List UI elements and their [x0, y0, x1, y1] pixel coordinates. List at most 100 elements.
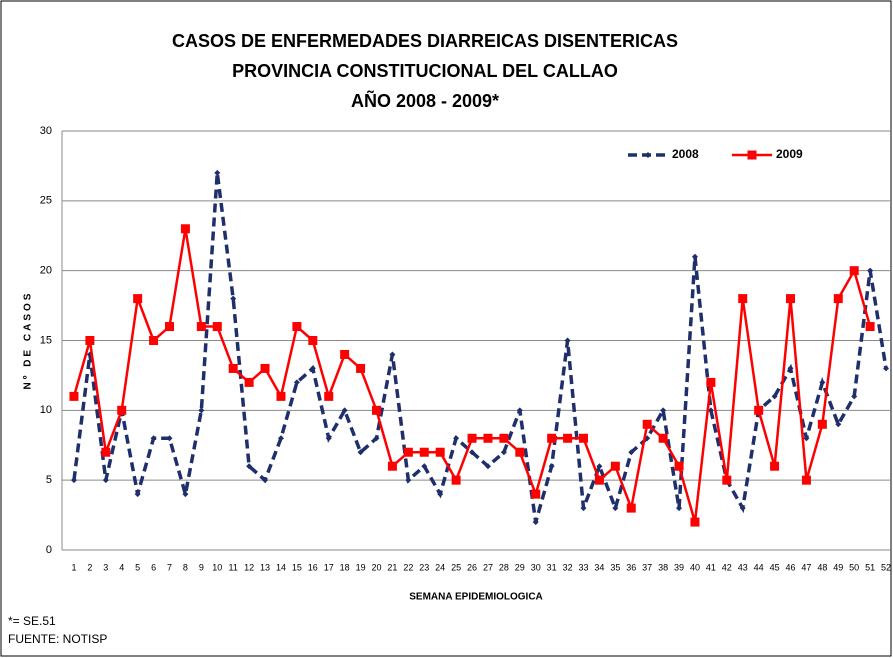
point: [292, 322, 302, 332]
y-tick-label: 10: [40, 404, 52, 416]
point: [690, 517, 700, 527]
point: [101, 447, 111, 457]
point: [134, 491, 141, 498]
x-tick-label: 14: [276, 562, 286, 572]
footnote: *= SE.51: [8, 614, 56, 628]
point: [865, 322, 875, 332]
x-tick-label: 26: [467, 562, 477, 572]
x-tick-label: 45: [770, 562, 780, 572]
point: [658, 433, 668, 443]
point: [230, 295, 237, 302]
x-tick-label: 42: [722, 562, 732, 572]
point: [883, 365, 890, 372]
x-tick-label: 40: [690, 562, 700, 572]
x-tick-label: 12: [244, 562, 254, 572]
point: [833, 294, 843, 304]
point: [819, 379, 826, 386]
y-axis-label: Nº DE CASOS: [23, 291, 34, 390]
x-tick-label: 28: [499, 562, 509, 572]
x-tick-label: 31: [547, 562, 557, 572]
point: [419, 447, 429, 457]
point: [260, 363, 270, 373]
point: [515, 447, 525, 457]
x-tick-label: 38: [658, 562, 668, 572]
x-tick-label: 9: [199, 562, 204, 572]
x-tick-label: 16: [308, 562, 318, 572]
x-tick-label: 39: [674, 562, 684, 572]
point: [421, 463, 428, 470]
chart-title: CASOS DE ENFERMEDADES DIARREICAS DISENTE…: [172, 31, 678, 51]
point: [612, 505, 619, 512]
x-tick-label: 24: [435, 562, 445, 572]
x-tick-label: 10: [212, 562, 222, 572]
point: [325, 435, 332, 442]
point: [579, 433, 588, 443]
x-tick-label: 15: [292, 562, 302, 572]
x-tick-label: 1: [71, 562, 76, 572]
legend-marker: [645, 152, 651, 158]
point: [453, 435, 460, 442]
point: [435, 447, 445, 457]
point: [706, 377, 716, 387]
point: [102, 477, 109, 484]
point: [467, 433, 477, 443]
y-tick-label: 5: [46, 474, 52, 486]
point: [356, 363, 366, 373]
point: [341, 407, 348, 414]
x-tick-label: 52: [881, 562, 891, 572]
x-tick-label: 27: [483, 562, 493, 572]
y-tick-label: 30: [40, 125, 52, 137]
point: [754, 405, 764, 415]
point: [389, 351, 396, 358]
point: [483, 433, 493, 443]
chart-title: AÑO 2008 - 2009*: [351, 90, 499, 111]
point: [214, 169, 221, 176]
point: [548, 463, 555, 470]
x-tick-label: 25: [451, 562, 461, 572]
point: [547, 433, 557, 443]
point: [771, 393, 778, 400]
point: [182, 491, 189, 498]
point: [787, 365, 794, 372]
point: [500, 449, 507, 456]
point: [516, 407, 523, 414]
x-tick-label: 18: [340, 562, 350, 572]
point: [387, 461, 397, 471]
point: [212, 322, 222, 332]
point: [674, 461, 684, 471]
point: [293, 379, 300, 386]
point: [564, 337, 571, 344]
x-tick-label: 11: [229, 562, 238, 572]
x-tick-label: 8: [183, 562, 188, 572]
x-axis-label: SEMANA EPIDEMIOLOGICA: [409, 592, 543, 603]
point: [676, 505, 683, 512]
point: [405, 477, 412, 484]
legend-marker: [747, 150, 757, 160]
point: [642, 419, 652, 429]
point: [739, 505, 746, 512]
x-tick-label: 35: [610, 562, 620, 572]
x-tick-label: 41: [706, 562, 716, 572]
point: [309, 365, 316, 372]
point: [133, 294, 143, 304]
x-tick-label: 46: [785, 562, 795, 572]
point: [277, 435, 284, 442]
point: [70, 477, 77, 484]
point: [150, 435, 157, 442]
point: [738, 294, 748, 304]
point: [372, 405, 381, 415]
series-line: [72, 172, 888, 523]
x-tick-label: 30: [531, 562, 541, 572]
y-tick-label: 20: [40, 265, 52, 277]
point: [580, 505, 587, 512]
point: [149, 336, 159, 345]
footnote: FUENTE: NOTISP: [8, 632, 107, 646]
point: [165, 322, 174, 332]
point: [532, 519, 539, 526]
point: [308, 336, 318, 345]
x-tick-label: 20: [371, 562, 381, 572]
point: [594, 475, 604, 485]
point: [499, 433, 509, 443]
x-tick-label: 51: [865, 562, 875, 572]
